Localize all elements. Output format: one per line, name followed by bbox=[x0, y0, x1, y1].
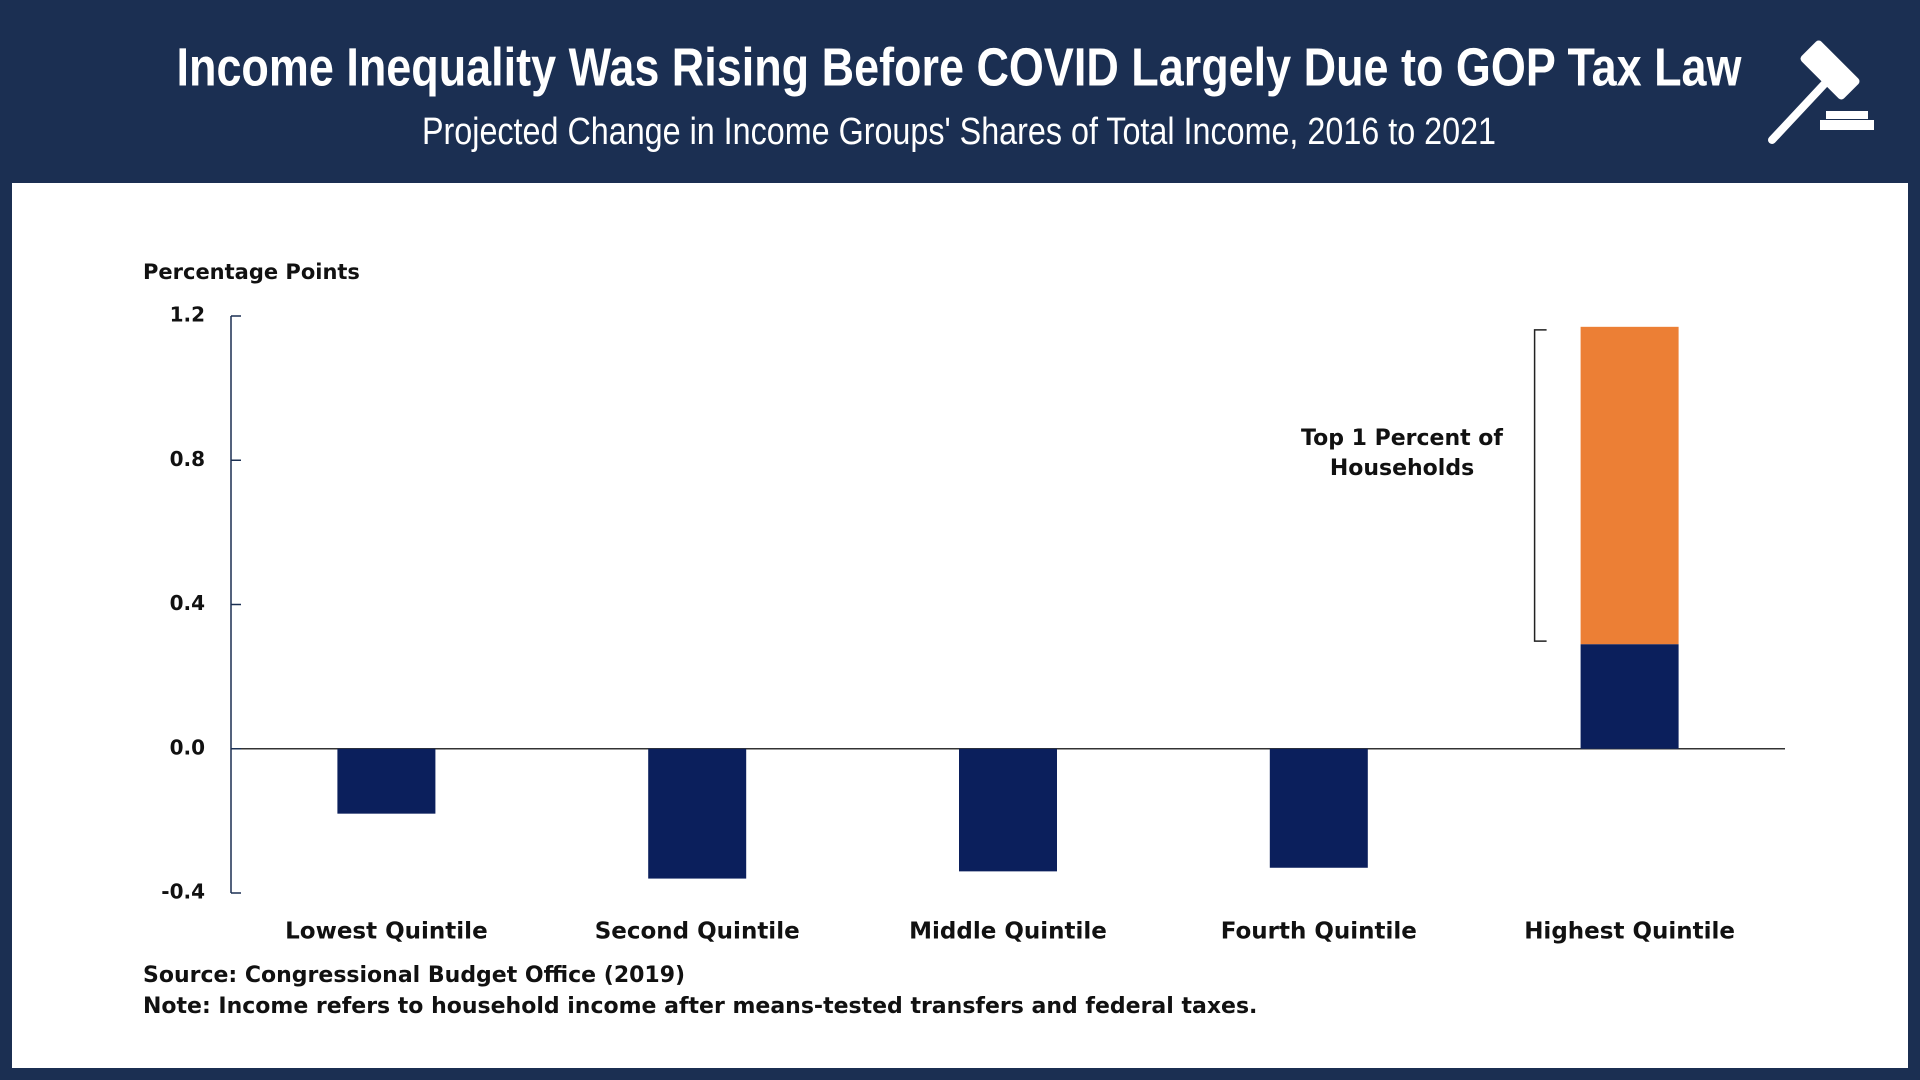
footnote: Note: Income refers to household income … bbox=[143, 994, 1257, 1019]
bar bbox=[1580, 644, 1679, 749]
y-axis-title: Percentage Points bbox=[143, 260, 360, 284]
annotation-bracket bbox=[1533, 329, 1547, 642]
y-tick-label: -0.4 bbox=[161, 880, 205, 904]
y-tick-label: 0.4 bbox=[170, 591, 205, 615]
y-tick-label: 0.0 bbox=[170, 735, 205, 759]
y-tick-label: 0.8 bbox=[170, 447, 205, 471]
bar bbox=[648, 748, 747, 879]
gavel-icon bbox=[1768, 40, 1874, 144]
y-tick-label: 1.2 bbox=[170, 303, 205, 327]
x-tick-label: Lowest Quintile bbox=[285, 919, 488, 945]
bar bbox=[337, 748, 436, 814]
x-tick-label: Highest Quintile bbox=[1524, 919, 1735, 945]
x-tick-label: Second Quintile bbox=[595, 919, 800, 945]
chart-title: Income Inequality Was Rising Before COVI… bbox=[177, 37, 1743, 97]
source-note: Source: Congressional Budget Office (201… bbox=[143, 963, 685, 988]
bar bbox=[1269, 748, 1368, 868]
x-tick-label: Middle Quintile bbox=[909, 919, 1107, 945]
bar bbox=[1580, 326, 1679, 645]
x-tick-label: Fourth Quintile bbox=[1221, 919, 1417, 945]
chart-subtitle: Projected Change in Income Groups' Share… bbox=[422, 111, 1496, 153]
bar bbox=[959, 748, 1057, 872]
annotation: Top 1 Percent of Households bbox=[1301, 426, 1503, 481]
